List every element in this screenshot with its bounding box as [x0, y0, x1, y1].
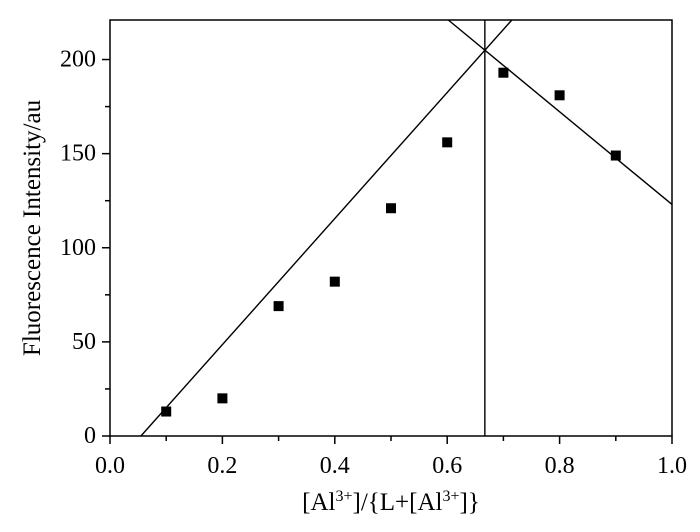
y-tick-label: 100	[60, 235, 96, 261]
data-point	[329, 276, 340, 287]
x-tick-label: 0.8	[545, 453, 575, 479]
falling-fit-line	[447, 19, 673, 206]
data-point	[610, 150, 621, 161]
data-point	[217, 393, 228, 404]
y-tick-label: 0	[84, 423, 96, 449]
plot-frame	[109, 19, 673, 437]
data-point	[498, 67, 509, 78]
x-tick-label: 0.4	[320, 453, 350, 479]
data-point	[161, 406, 172, 417]
x-tick-label: 0.6	[432, 453, 462, 479]
y-axis-label: Fluorescence Intensity/au	[19, 99, 46, 356]
x-tick-label: 0.0	[95, 453, 125, 479]
x-tick-label: 1.0	[657, 453, 687, 479]
y-tick-label: 150	[60, 141, 96, 167]
y-tick-label: 200	[60, 47, 96, 73]
data-point	[554, 90, 565, 101]
data-point	[386, 203, 396, 214]
data-point	[442, 137, 453, 148]
y-tick-label: 50	[72, 329, 96, 355]
x-tick-label: 0.2	[207, 453, 237, 479]
x-axis-label: [Al3+]/{L+[Al3+]}	[302, 488, 480, 516]
rising-fit-line	[140, 19, 513, 437]
data-point	[273, 301, 284, 312]
